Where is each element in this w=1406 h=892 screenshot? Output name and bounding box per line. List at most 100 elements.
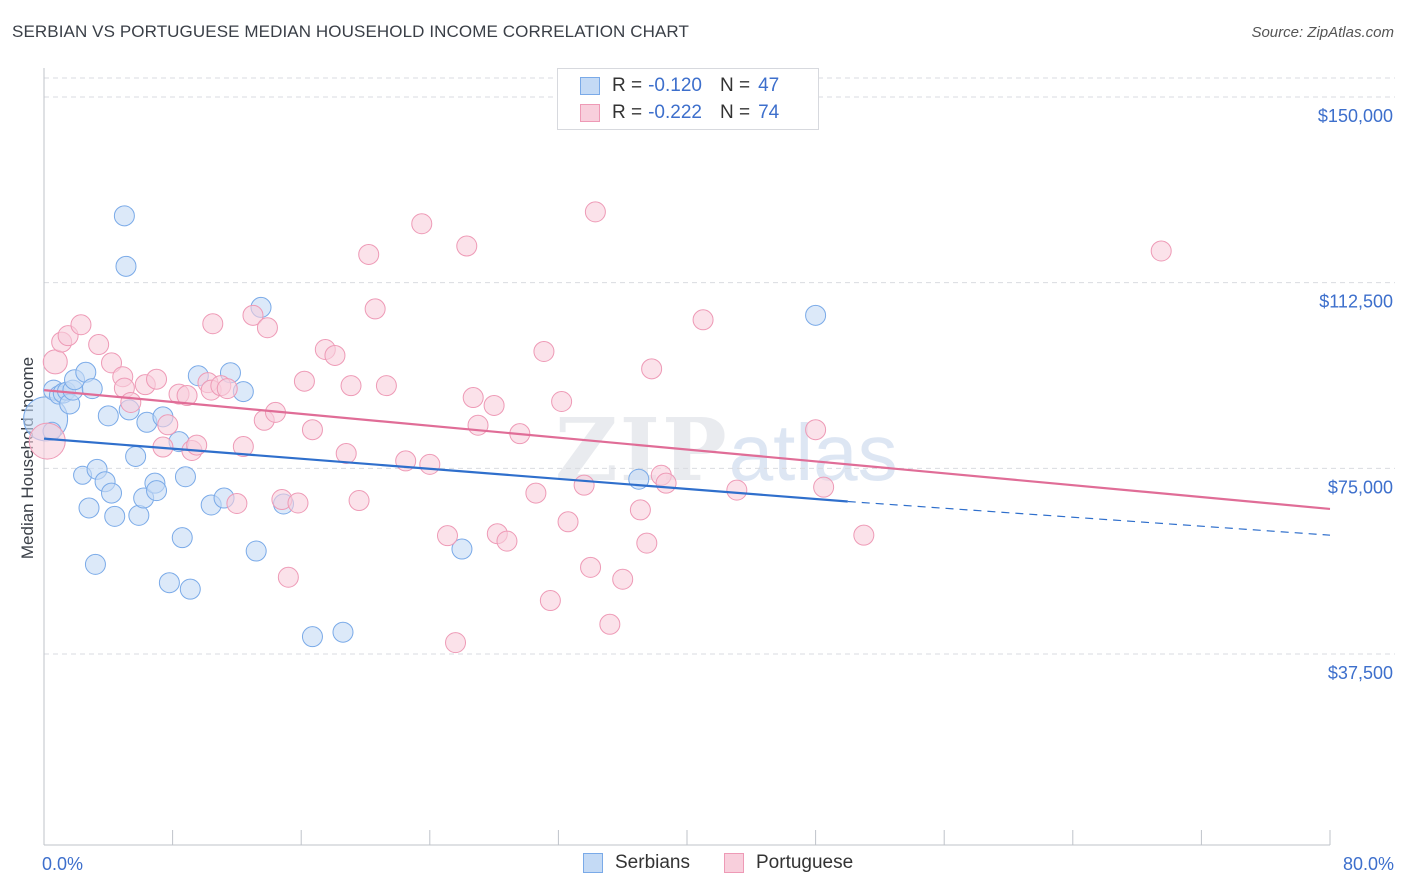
y-tick-label: $75,000 [1328, 477, 1393, 497]
data-point-portuguese [557, 511, 579, 533]
data-point-portuguese [202, 313, 224, 335]
data-point-serbians [97, 405, 119, 427]
data-point-portuguese [70, 314, 92, 336]
data-point-portuguese [88, 334, 110, 356]
data-point-portuguese [293, 370, 315, 392]
data-point-portuguese [287, 492, 309, 514]
legend-swatch-serbians [583, 853, 603, 873]
data-point-portuguese [277, 566, 299, 588]
data-point-serbians [245, 540, 267, 562]
data-point-portuguese [176, 385, 198, 407]
data-point-serbians [805, 304, 827, 326]
data-point-serbians [101, 482, 123, 504]
data-point-serbians [78, 497, 100, 519]
data-point-portuguese [42, 349, 68, 375]
legend-stats-row-portuguese: R = -0.222 N = 74 [580, 101, 779, 125]
data-point-portuguese [813, 476, 835, 498]
y-tick-label: $150,000 [1318, 106, 1393, 126]
data-point-portuguese [335, 442, 357, 464]
data-point-serbians [104, 505, 126, 527]
x-tick-label-max: 80.0% [1343, 854, 1394, 874]
data-point-portuguese [256, 317, 278, 339]
x-tick-label-min: 0.0% [42, 854, 83, 874]
data-point-portuguese [636, 532, 658, 554]
source-credit: Source: ZipAtlas.com [1251, 24, 1394, 41]
data-point-serbians [115, 255, 137, 277]
data-point-portuguese [157, 414, 179, 436]
trend-line-extension-serbians [847, 500, 1331, 536]
data-point-portuguese [411, 213, 433, 235]
data-point-portuguese [533, 340, 555, 362]
data-point-portuguese [525, 482, 547, 504]
data-point-portuguese [483, 394, 505, 416]
y-tick-label: $37,500 [1328, 663, 1393, 683]
data-point-serbians [128, 504, 150, 526]
data-point-portuguese [580, 556, 602, 578]
data-point-portuguese [375, 375, 397, 397]
data-point-portuguese [496, 530, 518, 552]
data-point-portuguese [216, 378, 238, 400]
data-point-serbians [451, 538, 473, 560]
data-point-portuguese [340, 375, 362, 397]
data-point-portuguese [641, 358, 663, 380]
data-point-portuguese [612, 568, 634, 590]
data-point-portuguese [655, 472, 677, 494]
data-point-portuguese [629, 499, 651, 521]
n-value: 74 [758, 102, 780, 123]
legend-item-portuguese[interactable]: Portuguese [724, 852, 853, 874]
r-label: R = [612, 102, 643, 123]
data-point-portuguese [462, 387, 484, 409]
data-point-portuguese [692, 309, 714, 331]
data-point-serbians [146, 480, 168, 502]
n-value: 47 [758, 75, 780, 96]
data-point-portuguese [805, 419, 827, 441]
data-point-portuguese [445, 632, 467, 654]
data-point-portuguese [456, 235, 478, 257]
r-value: -0.120 [648, 75, 702, 96]
n-label: N = [719, 75, 751, 96]
legend-stats-row-serbians: R = -0.120 N = 47 [580, 74, 779, 98]
data-point-serbians [84, 553, 106, 575]
legend-stats: R = -0.120 N = 47 R = -0.222 N = 74 [557, 68, 819, 130]
chart-title: SERBIAN VS PORTUGUESE MEDIAN HOUSEHOLD I… [12, 22, 689, 41]
data-point-serbians [301, 626, 323, 648]
r-value: -0.222 [648, 102, 702, 123]
data-point-portuguese [226, 492, 248, 514]
data-point-portuguese [419, 453, 441, 475]
data-point-portuguese [539, 590, 561, 612]
trend-line-portuguese [43, 389, 1331, 511]
data-point-serbians [332, 621, 354, 643]
data-point-portuguese [232, 436, 254, 458]
data-point-portuguese [853, 524, 875, 546]
data-point-serbians [113, 205, 135, 227]
data-point-serbians [174, 466, 196, 488]
data-point-portuguese [120, 391, 142, 413]
data-point-serbians [125, 445, 147, 467]
legend-label-portuguese: Portuguese [756, 852, 854, 873]
data-point-portuguese [436, 525, 458, 547]
data-point-portuguese [1150, 240, 1172, 262]
data-point-serbians [158, 572, 180, 594]
n-label: N = [719, 102, 751, 123]
legend-label-serbians: Serbians [615, 852, 690, 873]
data-point-portuguese [358, 243, 380, 265]
data-point-portuguese [324, 344, 346, 366]
data-point-serbians [171, 527, 193, 549]
legend-swatch-portuguese [580, 104, 600, 122]
data-point-portuguese [364, 298, 386, 320]
data-point-portuguese [101, 352, 123, 374]
data-point-portuguese [146, 368, 168, 390]
legend-series: Serbians Portuguese [583, 852, 887, 874]
data-point-portuguese [242, 304, 264, 326]
data-point-portuguese [467, 414, 489, 436]
data-point-portuguese [726, 479, 748, 501]
data-point-portuguese [551, 390, 573, 412]
data-point-portuguese [599, 613, 621, 635]
data-point-portuguese [348, 490, 370, 512]
legend-item-serbians[interactable]: Serbians [583, 852, 690, 874]
data-point-portuguese [28, 422, 66, 460]
data-point-portuguese [573, 474, 595, 496]
r-label: R = [612, 75, 643, 96]
data-point-portuguese [301, 419, 323, 441]
